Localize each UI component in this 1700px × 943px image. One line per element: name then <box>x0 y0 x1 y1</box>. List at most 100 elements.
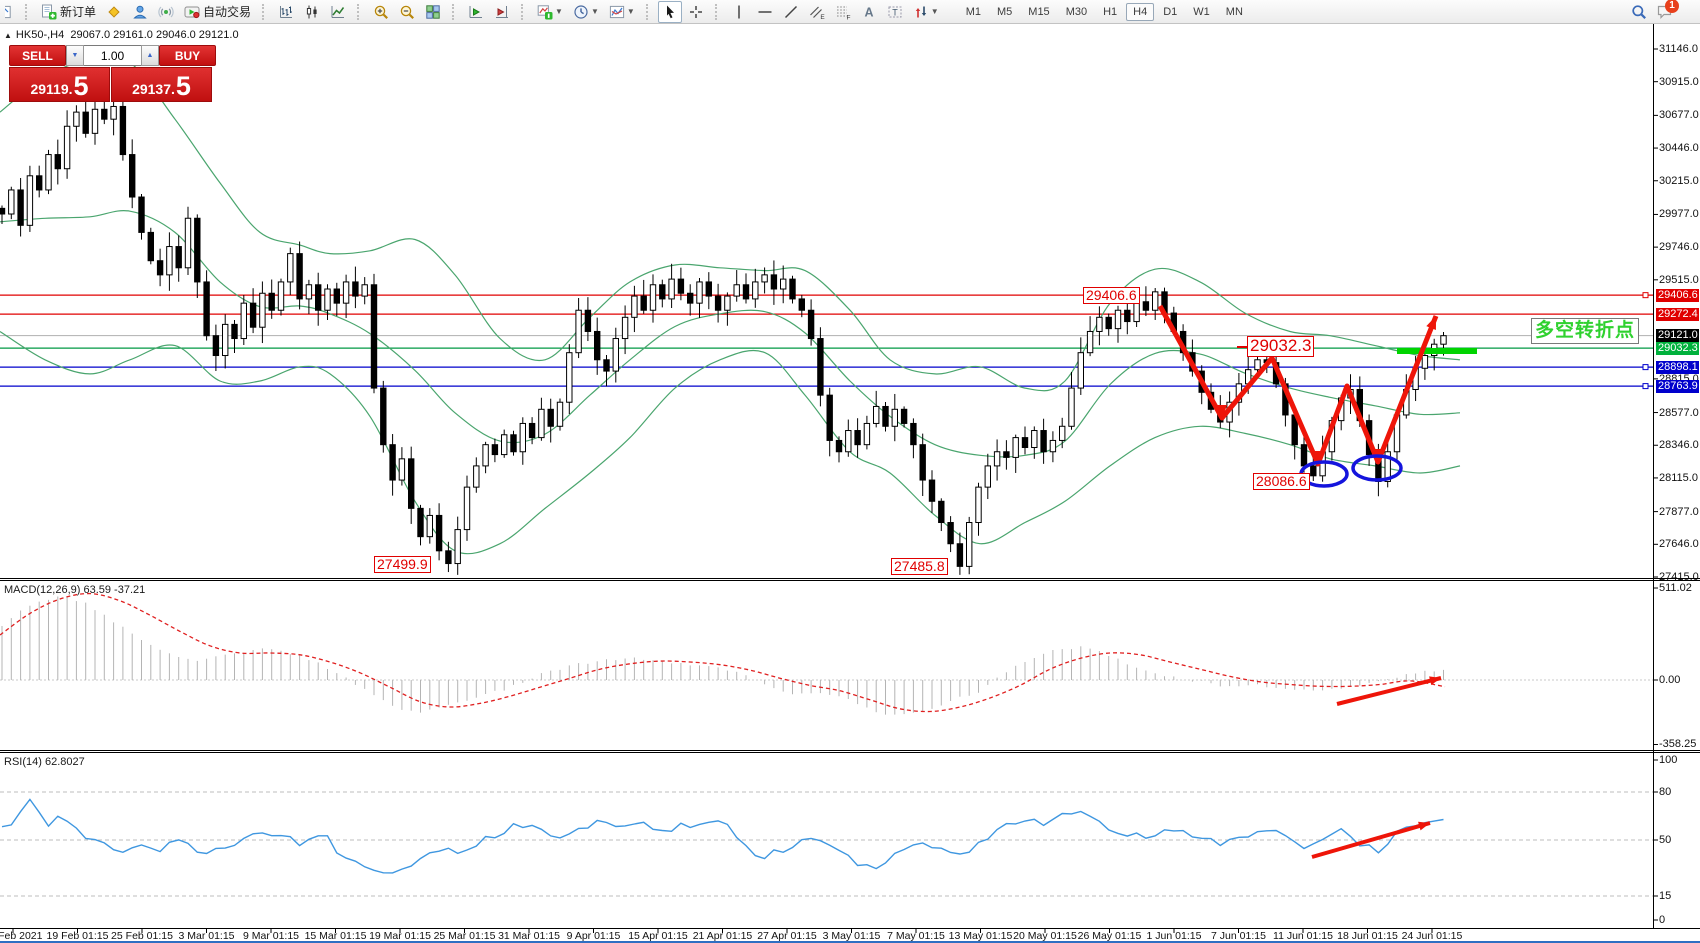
new-order-button[interactable]: 新订单 <box>37 1 100 23</box>
diamond-icon <box>106 4 122 20</box>
auto-scroll-button[interactable] <box>464 1 488 23</box>
time-axis-label: 31 Mar 01:15 <box>498 930 560 942</box>
crosshair-button[interactable] <box>684 1 708 23</box>
timeframe-w1-button[interactable]: W1 <box>1193 5 1210 18</box>
macd-label: MACD(12,26,9) 63.59 -37.21 <box>4 584 146 596</box>
price-annotation-label[interactable]: 27499.9 <box>374 556 431 574</box>
broadcast-button[interactable] <box>154 1 178 23</box>
bid-main-digits: 29119. <box>30 81 73 97</box>
autotrade-button[interactable]: 自动交易 <box>180 1 255 23</box>
text-button[interactable]: A <box>857 1 881 23</box>
bar-chart-icon <box>278 4 294 20</box>
vline-icon <box>731 4 747 20</box>
time-axis-label: 21 Apr 01:15 <box>692 930 753 942</box>
notifications-button[interactable]: 1 <box>1653 0 1691 23</box>
dropdown-arrow-icon[interactable]: ▼ <box>555 7 563 16</box>
price-axis-tick: 29515.0 <box>1659 274 1699 286</box>
macd-axis-tick: 0.00 <box>1659 674 1681 686</box>
time-axis-label: 19 Mar 01:15 <box>369 930 431 942</box>
bollinger-middle <box>0 210 1461 458</box>
price-annotation-label[interactable]: 28086.6 <box>1253 473 1310 491</box>
volume-input[interactable] <box>84 45 141 66</box>
time-axis-label: 13 May 01:15 <box>948 930 1013 942</box>
timeframe-m15-button[interactable]: M15 <box>1028 5 1050 18</box>
cursor-icon <box>662 4 678 20</box>
time-axis-label: 3 May 01:15 <box>822 930 881 942</box>
indicators-button[interactable]: ▼ <box>533 1 567 23</box>
annotation-note[interactable]: 多空转折点 <box>1531 318 1640 344</box>
candlestick-button[interactable] <box>300 1 324 23</box>
toolbar-separator <box>452 3 459 20</box>
dropdown-arrow-icon[interactable]: ▼ <box>930 7 939 16</box>
bar-chart-button[interactable] <box>274 1 298 23</box>
zoom-out-button[interactable] <box>395 1 419 23</box>
line-chart-icon <box>330 4 346 20</box>
price-annotation-label[interactable]: 29406.6 <box>1083 287 1140 305</box>
templates-button[interactable]: ▼ <box>605 1 639 23</box>
time-axis-label: 25 Mar 01:15 <box>433 930 496 942</box>
cursor-button[interactable] <box>657 0 682 23</box>
collapse-triangle-icon[interactable]: ▲ <box>4 31 12 40</box>
diamond-button[interactable] <box>102 1 126 23</box>
symbol-name: HK50-,H4 <box>15 29 65 41</box>
time-axis-label: 15 Apr 01:15 <box>628 930 688 942</box>
dropdown-arrow-icon[interactable]: ▼ <box>626 7 635 16</box>
drawn-annotations[interactable] <box>1157 304 1477 859</box>
svg-text:E: E <box>820 14 825 20</box>
toolbar-left-groups: 新订单 自动交易 ▼ ▼ ▼ E F A T ▼ <box>0 0 944 23</box>
volume-increase-button[interactable]: ▲ <box>141 45 159 66</box>
time-axis-label: 18 Jun 01:15 <box>1337 930 1398 942</box>
volume-decrease-button[interactable]: ▼ <box>66 45 84 66</box>
buy-button[interactable]: BUY <box>159 45 216 66</box>
horizontal-level-lines[interactable] <box>0 292 1653 390</box>
clipped-button[interactable] <box>1 1 18 23</box>
toolbar-separator <box>262 3 269 20</box>
ask-price-box[interactable]: 29137. 5 <box>111 67 212 102</box>
timeframe-m5-button[interactable]: M5 <box>997 5 1013 18</box>
bid-price-box[interactable]: 29119. 5 <box>9 67 110 102</box>
arrows-icon <box>913 4 929 20</box>
zoom-in-button[interactable] <box>369 1 393 23</box>
crosshair-icon <box>688 4 704 20</box>
zoom-out-icon <box>399 4 415 20</box>
text-icon: A <box>861 4 877 20</box>
svg-text:A: A <box>864 5 873 19</box>
ask-main-digits: 29137. <box>132 81 175 97</box>
timeframe-m1-button[interactable]: M1 <box>965 5 981 18</box>
candlestick-series <box>0 100 1447 575</box>
timeframe-h1-button[interactable]: H1 <box>1103 5 1118 18</box>
broadcast-icon <box>158 4 174 20</box>
time-axis-label: 1 Jun 01:15 <box>1146 930 1202 942</box>
dropdown-arrow-icon[interactable]: ▼ <box>590 7 599 16</box>
tile-windows-button[interactable] <box>421 1 445 23</box>
timeframe-d1-button[interactable]: D1 <box>1163 5 1178 18</box>
timeframe-m30-button[interactable]: M30 <box>1065 5 1088 18</box>
timeframe-mn-button[interactable]: MN <box>1225 5 1243 18</box>
price-axis-tick: 29746.0 <box>1659 241 1699 253</box>
label-button[interactable]: T <box>883 1 907 23</box>
bollinger-upper <box>0 56 1461 392</box>
arrows-button[interactable]: ▼ <box>909 1 943 23</box>
fibonacci-button[interactable]: F <box>831 1 855 23</box>
channel-button[interactable]: E <box>805 1 829 23</box>
hline-button[interactable] <box>753 1 777 23</box>
sell-button[interactable]: SELL <box>9 45 66 66</box>
price-badge: 29032.3 <box>1656 342 1699 355</box>
vline-button[interactable] <box>727 1 751 23</box>
chart-shift-button[interactable] <box>490 1 514 23</box>
autotrade-icon <box>184 4 200 20</box>
toolbar-separator <box>521 3 528 20</box>
price-annotation-label[interactable]: 27485.8 <box>891 558 948 576</box>
trendline-button[interactable] <box>779 1 803 23</box>
timeframe-h4-button[interactable]: H4 <box>1126 2 1155 21</box>
toolbar: 新订单 自动交易 ▼ ▼ ▼ E F A T ▼ M1 M5 M15 M30 H1 H4 D1 W1 MN 1 <box>0 0 1700 24</box>
price-annotation-label[interactable]: 29032.3 <box>1247 336 1315 357</box>
chart-shift-icon <box>494 4 510 20</box>
fibonacci-icon: F <box>835 4 851 20</box>
rsi-indicator <box>0 791 1653 897</box>
search-button[interactable] <box>1627 1 1651 23</box>
trade-account-button[interactable] <box>128 1 152 23</box>
line-chart-button[interactable] <box>326 1 350 23</box>
periods-button[interactable]: ▼ <box>569 1 603 23</box>
